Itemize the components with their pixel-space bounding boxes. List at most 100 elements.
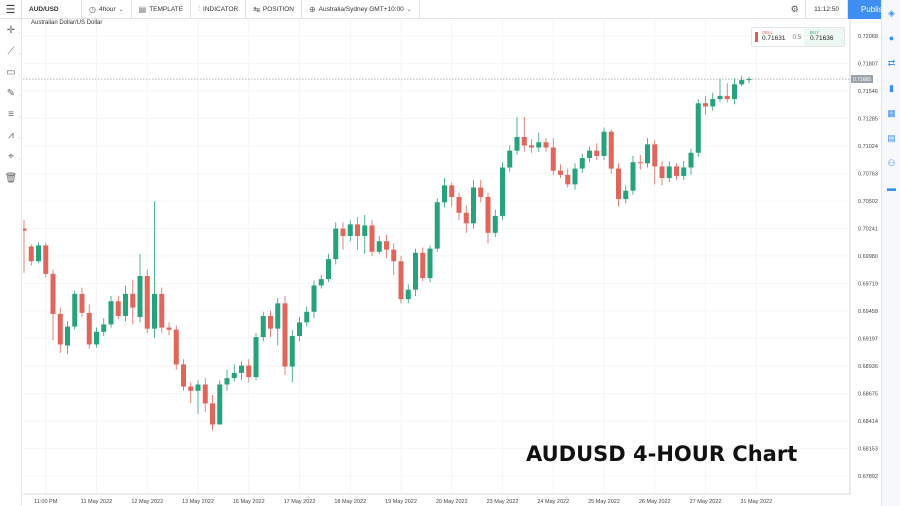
horizontal-lines-icon[interactable]: ≡ › bbox=[8, 108, 20, 120]
people-icon[interactable]: ⚇ bbox=[887, 157, 896, 168]
sell-price: 0.71631 bbox=[762, 35, 786, 42]
time-tick-label: 17 May 2022 bbox=[284, 499, 316, 505]
candle-down bbox=[282, 303, 288, 367]
candle-up bbox=[514, 136, 520, 151]
candle-down bbox=[550, 147, 556, 171]
candle-up bbox=[224, 378, 230, 385]
template-icon: ▤ bbox=[138, 4, 147, 14]
candle-up bbox=[195, 384, 201, 391]
candle-up bbox=[304, 311, 310, 323]
chart-watermark: AUDUSD 4-HOUR Chart bbox=[526, 442, 797, 466]
exchange-icon[interactable]: ⇄ bbox=[887, 57, 896, 68]
candle-up bbox=[630, 162, 636, 191]
candle-down bbox=[485, 196, 491, 233]
position-button[interactable]: ↹ POSITION bbox=[246, 0, 302, 19]
sell-button[interactable]: SELL 0.71631 bbox=[752, 28, 790, 46]
right-panel-toolbar: ◈ ● ⇄ ▮ ▦ ▤ ⚇ ▬ bbox=[881, 0, 900, 506]
symbol-selector[interactable]: AUD/USD bbox=[22, 0, 82, 19]
candle-up bbox=[688, 152, 694, 168]
chart-area[interactable]: 0.72068 0.71807 0.71546 0.71285 0.71024 0.707… bbox=[21, 19, 881, 506]
bookmark-icon[interactable]: ▮ bbox=[889, 82, 894, 93]
candle-up bbox=[217, 384, 223, 425]
trend-line-icon[interactable]: ⟋ › bbox=[7, 45, 21, 57]
candle-up bbox=[65, 326, 70, 346]
brush-icon[interactable]: ✎ › bbox=[6, 87, 20, 99]
candle-up bbox=[376, 241, 382, 252]
timeframe-selector[interactable]: ◷ 4hour ⌄ bbox=[82, 0, 132, 19]
price-tick-label: 0.70502 bbox=[858, 199, 878, 205]
time-tick-label: 26 May 2022 bbox=[639, 499, 671, 505]
indicator-label: INDICATOR bbox=[203, 5, 239, 13]
candle-up bbox=[717, 95, 723, 100]
time-tick-label: 18 May 2022 bbox=[334, 499, 366, 505]
candle-down bbox=[173, 329, 179, 365]
candle-down bbox=[594, 150, 600, 156]
candle-down bbox=[130, 293, 136, 308]
calendar-icon[interactable]: ▦ bbox=[887, 107, 896, 118]
current-price-tag-bg bbox=[851, 75, 873, 84]
buy-label: BUY bbox=[810, 30, 820, 35]
candle-up bbox=[108, 301, 114, 325]
marker-icon[interactable]: ⌖ › bbox=[8, 150, 20, 162]
layers-icon[interactable]: ◈ bbox=[888, 7, 895, 18]
clock-time: 11:12:50 bbox=[806, 0, 848, 19]
candle-up bbox=[326, 259, 331, 280]
candle-down bbox=[246, 365, 252, 378]
candle-up bbox=[333, 228, 339, 260]
time-axis: 11:00 PM 11 May 2022 12 May 2022 13 May 202… bbox=[34, 499, 772, 505]
chat-icon[interactable]: ▬ bbox=[887, 183, 896, 193]
candle-down bbox=[674, 166, 679, 176]
candle-up bbox=[94, 331, 99, 345]
price-tick-label: 0.70763 bbox=[858, 172, 878, 178]
candle-up bbox=[442, 185, 447, 203]
candle-up bbox=[587, 150, 592, 159]
gear-icon[interactable]: ⚙ bbox=[784, 0, 807, 19]
indicator-button[interactable]: ⫶ INDICATOR bbox=[191, 0, 247, 19]
time-tick-label: 11 May 2022 bbox=[81, 499, 112, 505]
candle-down bbox=[456, 196, 462, 213]
text-pattern-icon[interactable]: ⩘ › bbox=[8, 129, 20, 141]
candle-down bbox=[355, 224, 360, 236]
position-label: POSITION bbox=[262, 5, 294, 13]
candlestick-chart[interactable]: 0.72068 0.71807 0.71546 0.71285 0.71024 0.707… bbox=[21, 19, 881, 506]
candle-down bbox=[43, 245, 49, 274]
drawing-toolbar: ✛ › ⟋ › ▭ › ✎ › ≡ › ⩘ › ⌖ › 🗑 bbox=[0, 19, 22, 506]
buy-price: 0.71636 bbox=[810, 35, 834, 42]
buy-button[interactable]: BUY 0.71636 bbox=[804, 28, 844, 46]
candle-up bbox=[311, 285, 317, 312]
candle-down bbox=[703, 103, 708, 107]
candle-down bbox=[28, 246, 34, 262]
candle-down bbox=[724, 95, 730, 100]
candle-down bbox=[616, 168, 621, 200]
time-tick-label: 23 May 2022 bbox=[487, 499, 519, 505]
candle-up bbox=[275, 303, 281, 329]
price-tick-label: 0.68414 bbox=[858, 419, 878, 425]
timezone-selector[interactable]: ⊕ Australia/Sydney GMT+10:00 ⌄ bbox=[302, 0, 420, 19]
time-tick-label: 11:00 PM bbox=[34, 499, 58, 505]
candle-up bbox=[471, 187, 476, 224]
menu-icon[interactable]: ☰ bbox=[0, 0, 22, 19]
time-tick-label: 24 May 2022 bbox=[537, 499, 569, 505]
idea-icon[interactable]: ● bbox=[888, 33, 895, 43]
candle-down bbox=[159, 293, 165, 328]
candle-down bbox=[181, 364, 186, 387]
template-label: TEMPLATE bbox=[149, 5, 184, 13]
crosshair-icon[interactable]: ✛ › bbox=[6, 24, 20, 36]
candle-down bbox=[340, 228, 346, 236]
template-button[interactable]: ▤ TEMPLATE bbox=[132, 0, 192, 19]
candle-up bbox=[297, 322, 302, 337]
price-tick-label: 0.71546 bbox=[858, 89, 878, 95]
rectangle-icon[interactable]: ▭ › bbox=[6, 66, 20, 78]
candle-down bbox=[463, 212, 469, 224]
price-tick-label: 0.69719 bbox=[858, 281, 878, 287]
news-icon[interactable]: ▤ bbox=[887, 132, 896, 143]
candle-up bbox=[72, 293, 78, 327]
candle-up bbox=[427, 248, 433, 279]
candle-up bbox=[152, 293, 157, 329]
candle-down bbox=[659, 166, 665, 179]
candle-up bbox=[231, 372, 237, 379]
candle-up bbox=[645, 144, 650, 164]
trash-icon[interactable]: 🗑 bbox=[4, 172, 18, 184]
position-icon: ↹ bbox=[253, 4, 260, 14]
candle-up bbox=[579, 158, 585, 169]
